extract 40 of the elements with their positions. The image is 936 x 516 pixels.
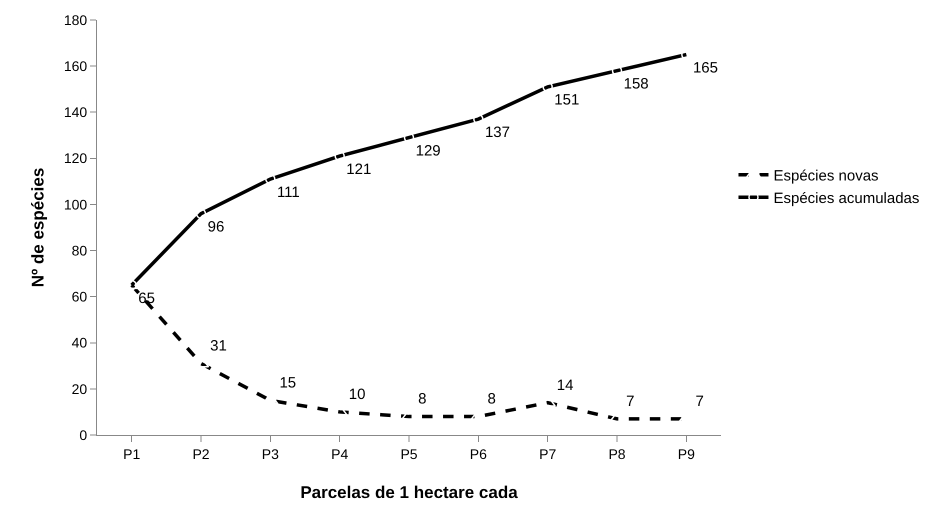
x-tick-label: P7 [539, 446, 556, 462]
x-tick-label: P5 [400, 446, 418, 462]
data-label: 14 [556, 376, 574, 394]
y-tick-label: 0 [79, 426, 88, 443]
data-label: 129 [416, 142, 441, 160]
data-label: 65 [138, 290, 155, 308]
data-label: 151 [554, 92, 580, 109]
x-tick-label: P1 [123, 446, 140, 462]
y-tick-label: 40 [72, 334, 88, 351]
data-label: 31 [210, 338, 227, 355]
x-tick-label: P3 [262, 446, 280, 462]
x-axis-title: Parcelas de 1 hectare cada [300, 483, 518, 502]
x-tick-label: P9 [678, 446, 696, 462]
data-label: 165 [692, 59, 718, 76]
data-label: 8 [418, 390, 426, 408]
y-tick-label: 160 [64, 58, 88, 74]
data-label: 111 [276, 184, 300, 201]
x-tick-label: P2 [192, 446, 210, 462]
y-tick-label: 120 [64, 150, 88, 166]
y-tick-label: 100 [64, 196, 88, 212]
y-tick-label: 60 [72, 288, 88, 305]
y-tick-label: 80 [72, 242, 88, 258]
y-axis-title: Nº de espécies [28, 168, 48, 288]
data-label: 8 [487, 390, 496, 408]
x-tick-label: P4 [331, 446, 348, 462]
y-tick-label: 180 [64, 12, 88, 28]
data-label: 7 [626, 392, 634, 410]
legend-label: Espécies acumuladas [773, 190, 920, 208]
data-label: 121 [346, 160, 372, 178]
data-label: 15 [279, 374, 296, 392]
legend-label: Espécies novas [773, 168, 879, 185]
data-label: 10 [348, 386, 366, 404]
x-tick-label: P8 [608, 446, 626, 462]
data-label: 7 [695, 392, 704, 410]
data-label: 137 [484, 124, 510, 142]
data-label: 96 [208, 218, 224, 236]
y-tick-label: 140 [64, 104, 88, 120]
y-tick-label: 20 [72, 380, 88, 397]
data-label: 158 [624, 76, 649, 93]
x-tick-label: P6 [470, 446, 488, 462]
